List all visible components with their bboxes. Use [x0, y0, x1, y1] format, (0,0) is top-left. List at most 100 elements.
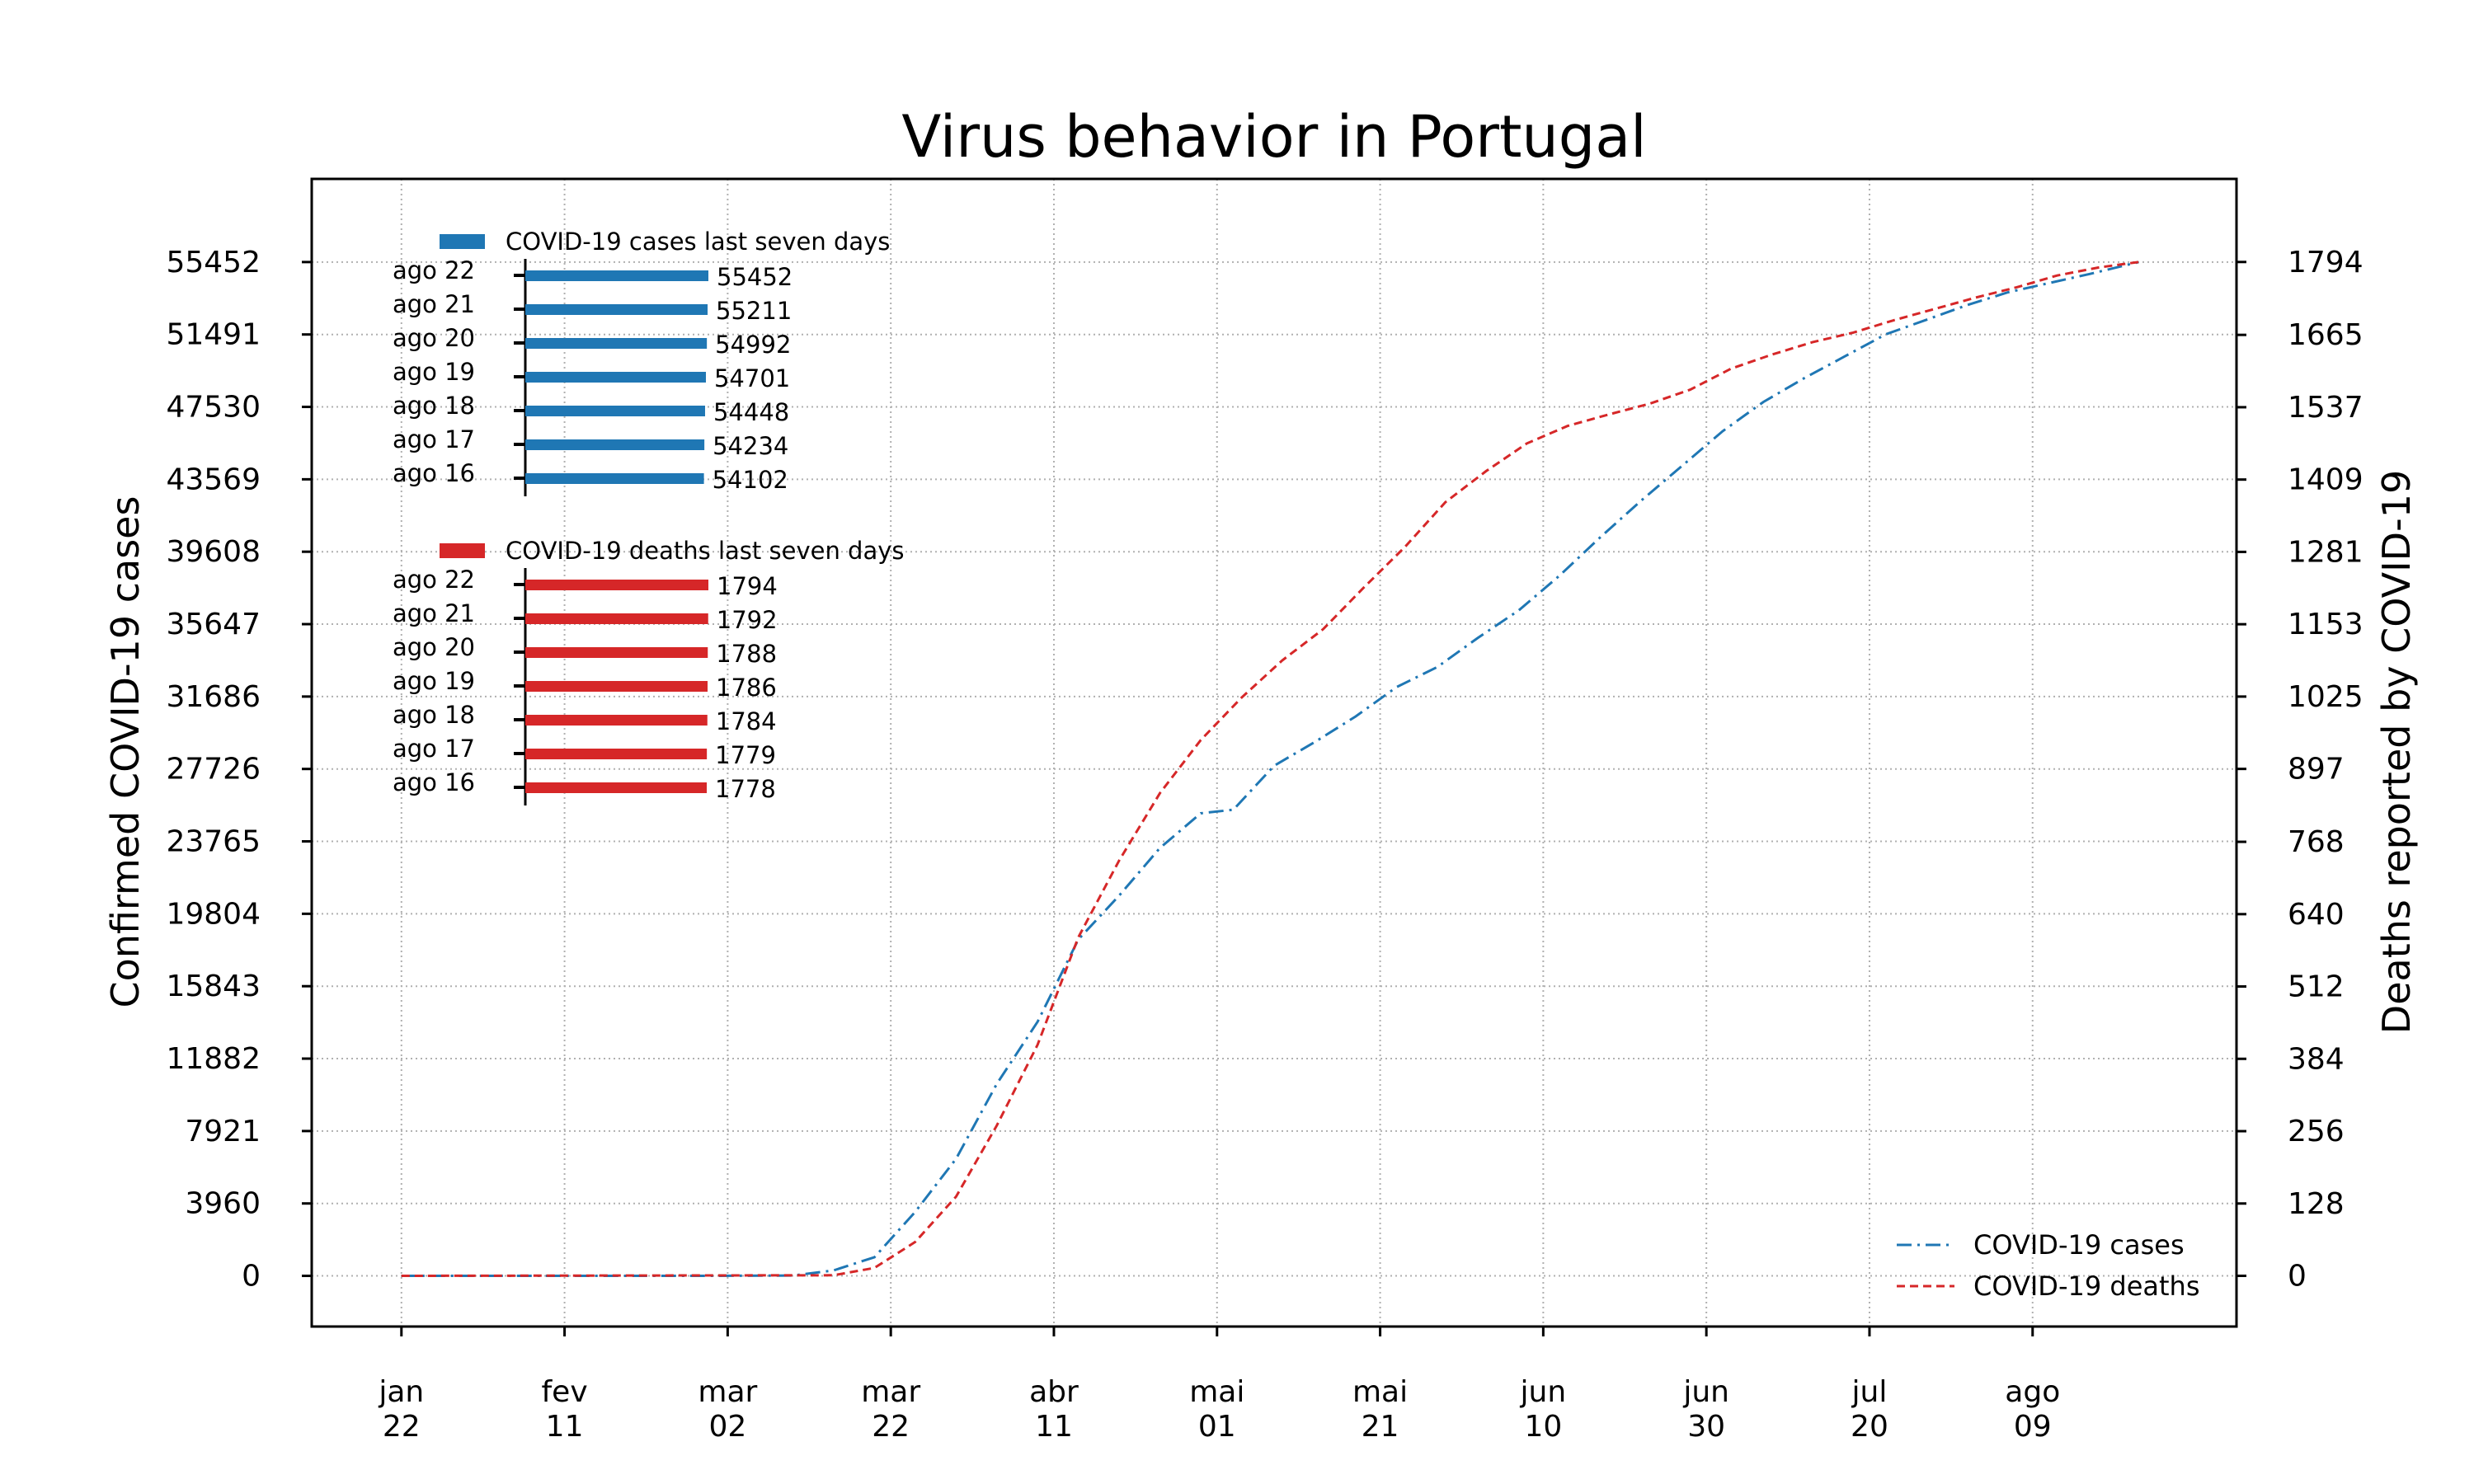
cases-inset-value-label: 54102 — [713, 466, 788, 494]
y2-tick-label: 897 — [2288, 753, 2345, 787]
y2-tick-label: 128 — [2288, 1187, 2345, 1221]
y2-tick-label: 1537 — [2288, 391, 2363, 425]
y-tick-label: 19804 — [166, 897, 261, 931]
x-tick-label-month: mai — [1352, 1375, 1408, 1409]
deaths-inset-date-label: ago 19 — [393, 667, 475, 695]
chart-title: Virus behavior in Portugal — [901, 103, 1646, 171]
cases-inset-value-label: 55452 — [717, 263, 793, 291]
deaths-inset-bar — [525, 647, 708, 658]
x-tick-label-month: fev — [542, 1375, 588, 1409]
y-tick-label: 31686 — [166, 680, 261, 714]
y-tick-label: 11882 — [166, 1042, 261, 1076]
x-tick-label-day: 09 — [2014, 1410, 2052, 1444]
x-tick-label-day: 11 — [546, 1410, 584, 1444]
cases-inset-date-label: ago 22 — [393, 256, 475, 284]
x-tick-label-day: 30 — [1687, 1410, 1725, 1444]
axis-ticks: 0 3960 7921 11882 15843 19804 23765 27726 31686 3… — [166, 246, 2363, 1444]
grid — [312, 179, 2236, 1327]
cases-inset-bar — [525, 270, 708, 281]
deaths-inset-value-label: 1779 — [715, 741, 776, 769]
x-tick-label-month: ago — [2005, 1375, 2060, 1409]
x-tick-label-month: mar — [861, 1375, 920, 1409]
deaths-inset-legend-swatch — [440, 543, 485, 558]
deaths-line — [401, 261, 2139, 1277]
deaths-inset-date-label: ago 17 — [393, 735, 475, 763]
cases-inset-value-label: 54701 — [714, 364, 790, 392]
deaths-inset-date-label: ago 22 — [393, 566, 475, 594]
y-tick-label: 15843 — [166, 970, 261, 1003]
deaths-inset-date-label: ago 16 — [393, 768, 475, 796]
deaths-inset-value-label: 1786 — [716, 674, 777, 702]
cases-inset-date-label: ago 18 — [393, 392, 475, 420]
cases-inset-value-label: 54448 — [713, 398, 789, 426]
x-tick-label-month: abr — [1029, 1375, 1079, 1409]
cases-inset-date-label: ago 17 — [393, 425, 475, 453]
x-tick-label-day: 22 — [872, 1410, 910, 1444]
y-tick-label: 7921 — [185, 1115, 261, 1148]
y-tick-label: 27726 — [166, 753, 261, 787]
x-tick-label-day: 11 — [1035, 1410, 1073, 1444]
deaths-inset-title: COVID-19 deaths last seven days — [506, 537, 905, 565]
y2-tick-label: 1153 — [2288, 608, 2363, 641]
cases-inset-date-label: ago 21 — [393, 290, 475, 318]
y2-tick-label: 256 — [2288, 1115, 2345, 1148]
y2-tick-label: 768 — [2288, 825, 2345, 859]
legend: COVID-19 cases COVID-19 deaths — [1897, 1229, 2199, 1302]
deaths-inset-bar — [525, 749, 708, 759]
inset-bar-tables: COVID-19 cases last seven days ago 22 5545… — [393, 228, 905, 805]
y2-tick-label: 384 — [2288, 1042, 2345, 1076]
y2-tick-label: 640 — [2288, 898, 2345, 932]
deaths-inset-date-label: ago 20 — [393, 633, 475, 661]
x-tick-label-month: jul — [1851, 1375, 1888, 1409]
legend-label: COVID-19 cases — [1973, 1229, 2185, 1261]
deaths-inset-bar — [525, 715, 708, 726]
x-tick-label-day: 01 — [1198, 1410, 1236, 1444]
cases-inset-bar — [525, 473, 704, 484]
x-tick-label-day: 10 — [1524, 1410, 1562, 1444]
deaths-inset-bar — [525, 613, 708, 624]
cases-inset-bar — [525, 439, 705, 450]
y-tick-label: 43569 — [166, 463, 261, 496]
y2-tick-label: 1409 — [2288, 463, 2363, 497]
y2-axis-title: Deaths reported by COVID-19 — [2374, 470, 2419, 1034]
x-tick-label-day: 02 — [708, 1410, 746, 1444]
y-tick-label: 51491 — [166, 318, 261, 352]
y2-tick-label: 1794 — [2288, 246, 2363, 279]
y-tick-label: 35647 — [166, 608, 261, 641]
deaths-inset-date-label: ago 21 — [393, 599, 475, 627]
deaths-inset-bar — [525, 681, 708, 692]
y-tick-label: 23765 — [166, 825, 261, 859]
deaths-inset-value-label: 1794 — [717, 572, 778, 600]
legend-label: COVID-19 deaths — [1973, 1270, 2199, 1302]
deaths-inset-value-label: 1788 — [716, 640, 777, 668]
cases-inset-legend-swatch — [440, 234, 485, 249]
x-tick-label-day: 22 — [383, 1410, 421, 1444]
deaths-inset-bar — [525, 580, 708, 590]
cases-inset-bar — [525, 304, 708, 315]
cases-inset-value-label: 54234 — [713, 432, 788, 460]
y2-tick-label: 512 — [2288, 970, 2345, 1004]
series-lines — [401, 261, 2139, 1277]
y2-tick-label: 0 — [2288, 1260, 2307, 1294]
x-tick-label-month: jun — [1682, 1375, 1729, 1409]
y-tick-label: 0 — [242, 1260, 261, 1294]
deaths-inset-value-label: 1778 — [715, 775, 776, 803]
deaths-inset-value-label: 1784 — [716, 707, 777, 735]
x-tick-label-month: jun — [1520, 1375, 1567, 1409]
deaths-inset-date-label: ago 18 — [393, 701, 475, 729]
deaths-inset-value-label: 1792 — [717, 606, 778, 634]
y2-tick-label: 1025 — [2288, 680, 2363, 714]
cases-inset-value-label: 54992 — [715, 331, 791, 359]
cases-line — [401, 261, 2139, 1277]
x-tick-label-month: mai — [1189, 1375, 1244, 1409]
y-axis-title: Confirmed COVID-19 cases — [103, 496, 148, 1008]
x-tick-label-day: 21 — [1362, 1410, 1399, 1444]
x-tick-label-month: mar — [698, 1375, 757, 1409]
cases-inset-title: COVID-19 cases last seven days — [506, 228, 890, 256]
y-tick-label: 55452 — [166, 246, 261, 279]
cases-inset-value-label: 55211 — [716, 297, 792, 325]
plot-frame — [310, 177, 2238, 1328]
cases-inset-date-label: ago 16 — [393, 459, 475, 487]
y-tick-label: 39608 — [166, 535, 261, 569]
cases-inset-bar — [525, 372, 706, 383]
